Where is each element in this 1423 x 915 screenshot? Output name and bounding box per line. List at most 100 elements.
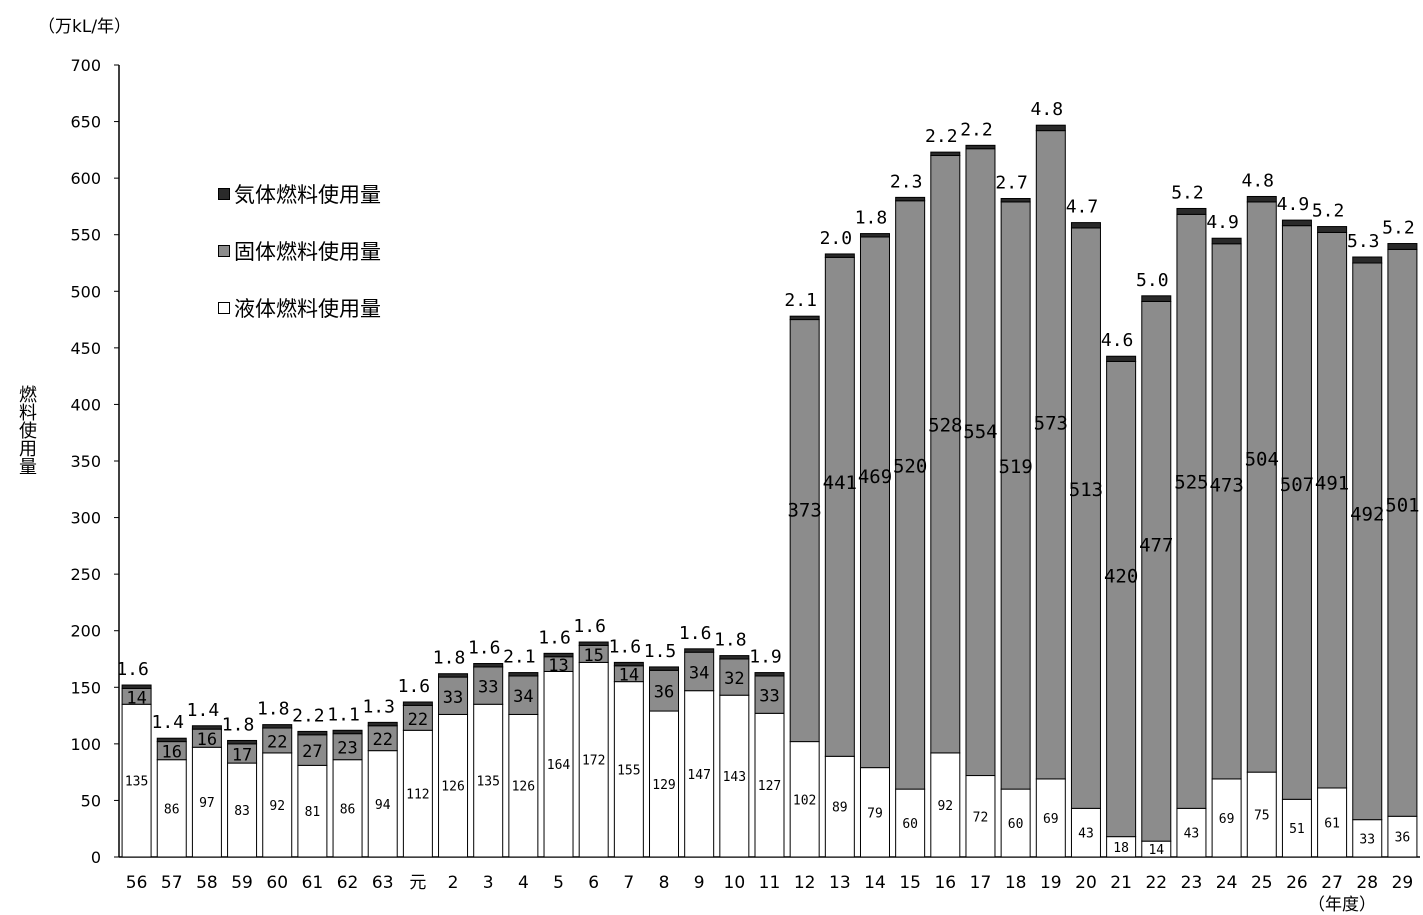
y-tick-label: 650	[70, 113, 101, 132]
bar-liquid	[121, 703, 152, 858]
data-label-solid: 477	[1139, 534, 1173, 556]
data-label-gas: 2.2	[292, 705, 325, 726]
x-tick-label: 26	[1286, 873, 1308, 893]
data-label-gas: 1.6	[679, 623, 712, 644]
data-label-solid: 420	[1104, 565, 1138, 587]
data-label-gas: 1.8	[222, 714, 255, 735]
bar-liquid	[1352, 819, 1383, 858]
data-label-solid: 501	[1385, 495, 1419, 517]
data-label-gas: 4.6	[1101, 330, 1134, 351]
x-tick-label: 61	[302, 873, 324, 893]
data-label-solid: 36	[654, 683, 674, 703]
bar-solid	[930, 155, 961, 754]
y-tick-label: 100	[70, 735, 101, 754]
data-label-solid: 519	[998, 456, 1032, 478]
data-label-gas: 1.8	[433, 648, 466, 669]
bar-gas	[1035, 124, 1066, 132]
bar-liquid	[613, 681, 644, 858]
x-tick-label: 20	[1075, 873, 1097, 893]
bar-solid	[859, 236, 890, 769]
x-tick-label: 13	[829, 873, 851, 893]
data-label-gas: 5.3	[1347, 231, 1380, 252]
bar-solid	[438, 676, 469, 715]
data-label-gas: 1.8	[257, 699, 290, 720]
y-tick-label: 200	[70, 622, 101, 641]
x-tick-label: 63	[372, 873, 394, 893]
bar-gas	[262, 724, 293, 729]
data-label-liquid: 126	[512, 780, 535, 795]
data-label-gas: 2.7	[995, 173, 1028, 194]
data-label-solid: 554	[963, 421, 997, 443]
data-label-liquid: 83	[234, 804, 250, 819]
data-label-liquid: 127	[758, 779, 781, 794]
bar-gas	[859, 233, 890, 238]
data-label-liquid: 129	[652, 778, 675, 793]
bar-solid	[965, 148, 996, 777]
data-label-liquid: 112	[406, 788, 429, 803]
y-tick-label: 50	[81, 791, 101, 810]
legend-item-gas: 気体燃料使用量	[218, 180, 381, 208]
bar-solid	[262, 727, 293, 754]
bar-gas	[1141, 295, 1172, 302]
bar-solid	[1246, 201, 1277, 773]
bar-liquid	[1246, 771, 1277, 858]
data-label-liquid: 86	[164, 802, 180, 817]
bar-liquid	[262, 752, 293, 858]
bar-solid	[508, 675, 539, 715]
bar-solid	[1141, 300, 1172, 842]
data-label-liquid: 94	[375, 798, 391, 813]
y-tick-label: 0	[91, 848, 101, 867]
data-label-gas: 1.6	[116, 659, 149, 680]
bar-liquid	[895, 788, 926, 858]
data-label-solid: 507	[1280, 474, 1314, 496]
x-tick-label: 60	[266, 873, 288, 893]
data-label-liquid: 14	[1148, 843, 1164, 858]
bar-gas	[1176, 207, 1207, 215]
bar-liquid	[719, 694, 750, 858]
data-label-liquid: 60	[1008, 817, 1024, 832]
x-tick-label: 23	[1181, 873, 1203, 893]
bar-solid	[1211, 243, 1242, 780]
bar-solid	[1352, 262, 1383, 821]
data-label-liquid: 18	[1113, 841, 1129, 856]
bar-gas	[719, 655, 750, 660]
data-label-liquid: 43	[1184, 827, 1200, 842]
bar-liquid	[578, 661, 609, 858]
bar-liquid	[438, 713, 469, 858]
bar-solid	[1035, 130, 1066, 780]
data-label-solid: 17	[232, 745, 252, 765]
data-label-solid: 469	[858, 466, 892, 488]
bar-liquid	[402, 729, 433, 858]
bar-gas	[1106, 355, 1137, 362]
data-label-gas: 2.2	[925, 126, 958, 147]
y-tick-label: 600	[70, 169, 101, 188]
y-axis-unit-label: （万kL/年）	[38, 17, 132, 37]
data-label-gas: 5.2	[1171, 182, 1204, 203]
data-label-gas: 2.2	[960, 119, 993, 140]
x-tick-label: 56	[126, 873, 148, 893]
data-label-solid: 525	[1174, 472, 1208, 494]
x-tick-label: 5	[553, 873, 564, 893]
x-tick-label: 22	[1145, 873, 1167, 893]
data-label-solid: 33	[478, 678, 498, 698]
data-label-liquid: 36	[1395, 831, 1411, 846]
bar-gas	[1246, 195, 1277, 203]
bar-gas	[508, 672, 539, 677]
data-label-liquid: 97	[199, 796, 215, 811]
y-tick-label: 150	[70, 678, 101, 697]
x-tick-label: 59	[231, 873, 253, 893]
bar-gas	[297, 730, 328, 736]
y-tick-label: 700	[70, 56, 101, 75]
x-tick-label: 28	[1356, 873, 1378, 893]
x-tick-label: 3	[483, 873, 494, 893]
x-tick-label: 9	[694, 873, 705, 893]
x-tick-label: 19	[1040, 873, 1062, 893]
bar-gas	[227, 739, 258, 745]
chart-bars	[121, 124, 1418, 858]
data-label-liquid: 51	[1289, 822, 1305, 837]
bar-gas	[613, 661, 644, 667]
data-label-solid: 473	[1209, 475, 1243, 497]
legend-swatch-gas	[218, 188, 230, 200]
bar-solid	[1000, 201, 1031, 790]
bar-liquid	[156, 759, 187, 858]
